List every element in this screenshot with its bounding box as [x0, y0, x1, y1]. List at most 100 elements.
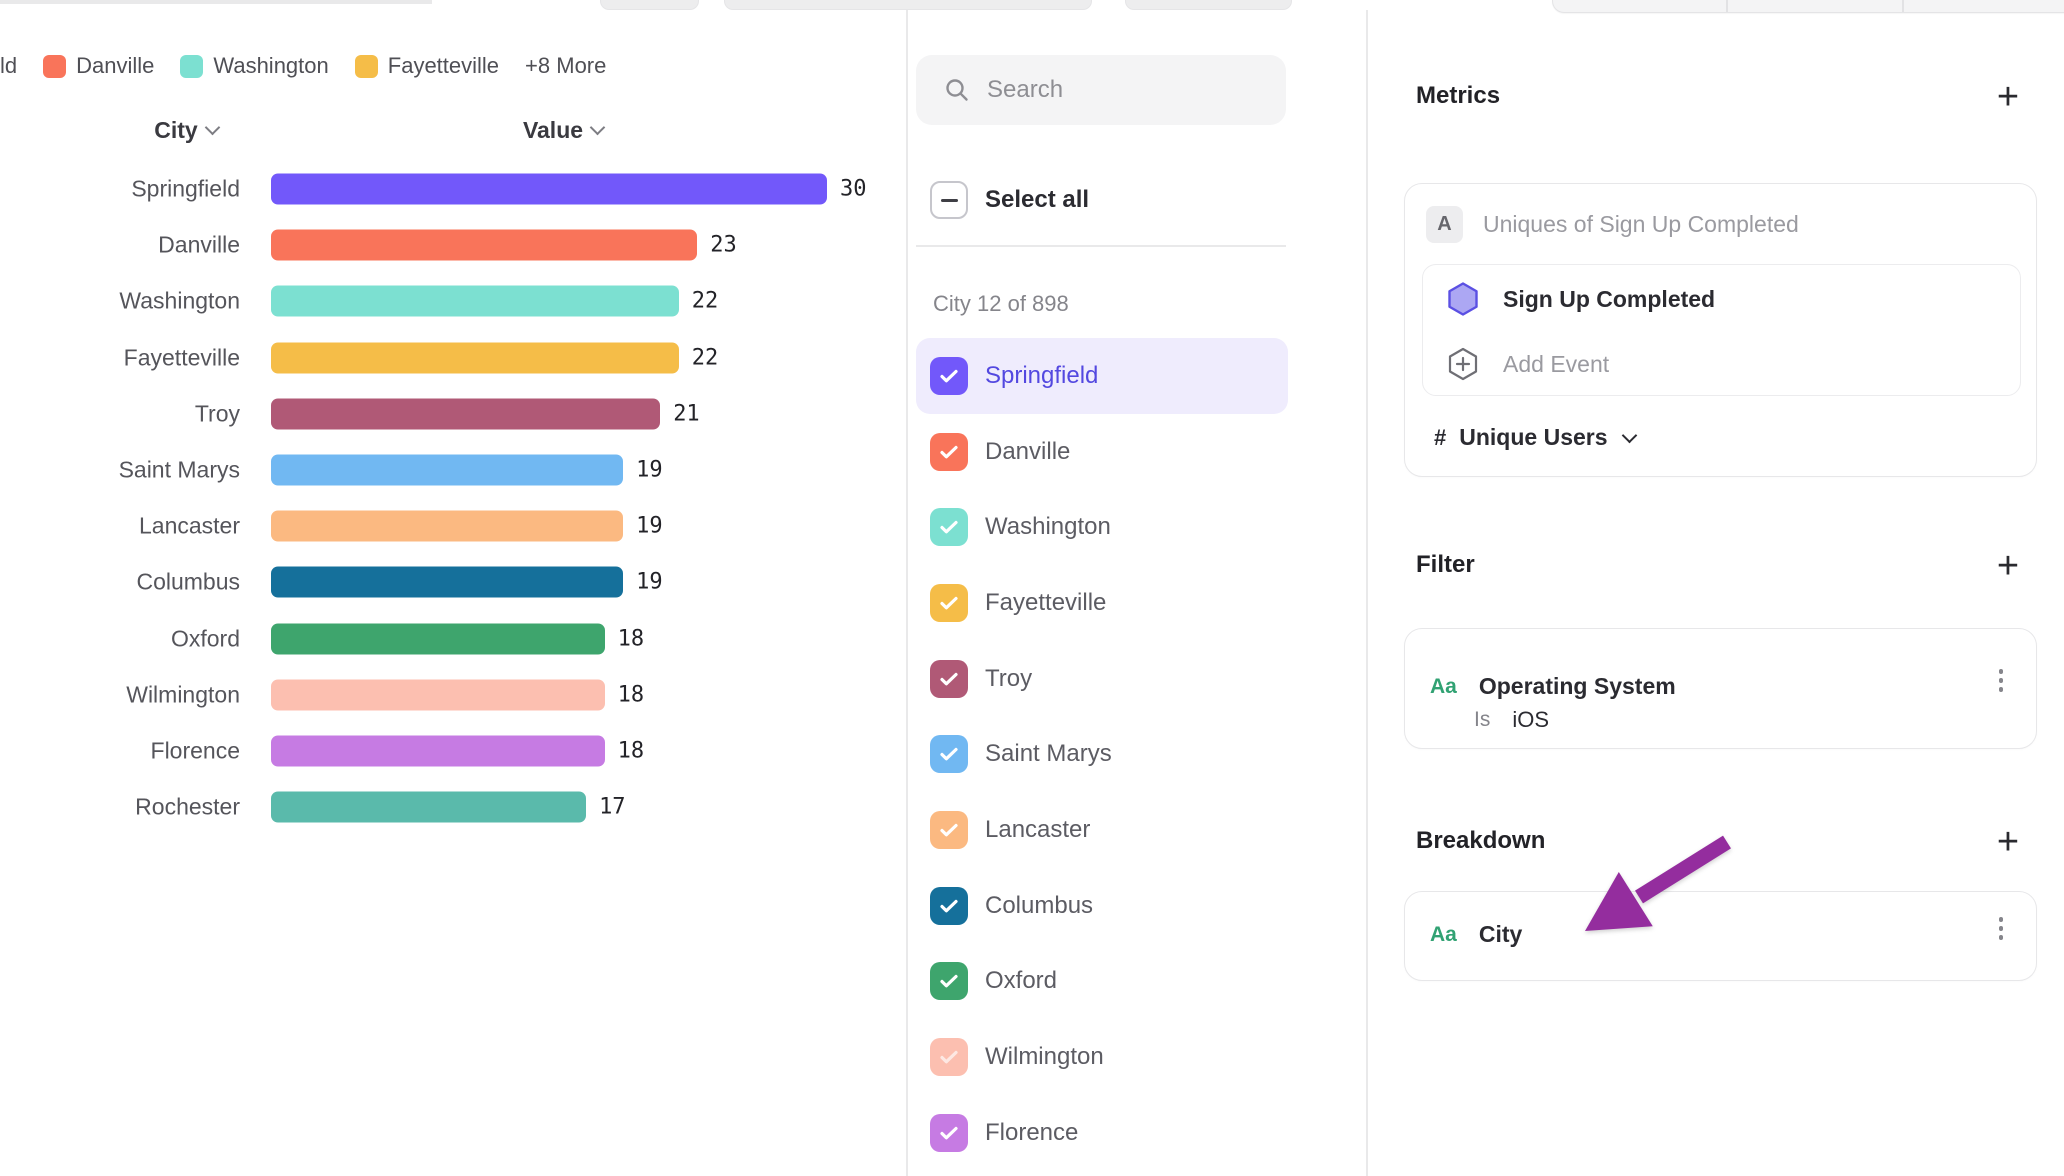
bar-category-label: Saint Marys [118, 456, 240, 483]
checkbox-checked[interactable] [930, 962, 968, 1001]
legend-item[interactable]: Danville [43, 53, 154, 79]
segment-divider [1726, 0, 1728, 12]
checkbox-checked[interactable] [930, 1113, 968, 1152]
bar-wilmington[interactable] [271, 679, 605, 711]
city-list-item-label: Saint Marys [985, 740, 1112, 768]
column-header-city[interactable]: City [111, 117, 261, 144]
measurement-dropdown[interactable]: # Unique Users [1434, 424, 1637, 451]
bar-saint-marys[interactable] [271, 454, 624, 486]
select-all-row[interactable]: Select all [916, 181, 1089, 219]
metric-series-row: A Uniques of Sign Up Completed [1426, 206, 1799, 243]
check-icon [940, 1050, 958, 1064]
breakdown-property-row[interactable]: Aa City [1430, 921, 1522, 948]
city-list-item-oxford[interactable]: Oxford [916, 944, 1288, 1020]
add-breakdown-button[interactable]: + [1996, 821, 2020, 863]
bar-chart-row: Lancaster 19 [0, 498, 906, 554]
filter-heading: Filter [1416, 551, 1475, 578]
segment-divider [1902, 0, 1904, 12]
bar-florence[interactable] [271, 735, 605, 767]
city-list-item-danville[interactable]: Danville [916, 414, 1288, 490]
bar-category-label: Springfield [131, 175, 240, 202]
checkbox-checked[interactable] [930, 583, 968, 622]
bar-springfield[interactable] [271, 173, 827, 205]
bar-troy[interactable] [271, 398, 661, 430]
filter-card[interactable]: Aa Operating System Is iOS [1404, 628, 2037, 749]
breakdown-menu-kebab-icon[interactable] [1988, 917, 2014, 940]
bar-category-label: Lancaster [138, 512, 240, 539]
checkbox-checked[interactable] [930, 659, 968, 698]
checkbox-checked[interactable] [930, 432, 968, 471]
city-list-item-florence[interactable]: Florence [916, 1095, 1288, 1171]
bar-category-label: Columbus [136, 568, 240, 595]
city-list-item-springfield[interactable]: Springfield [916, 338, 1288, 414]
bar-value-label: 30 [840, 176, 867, 202]
legend-item-clipped[interactable]: ld [0, 53, 17, 79]
filter-property-row[interactable]: Aa Operating System [1430, 673, 1676, 700]
bar-category-label: Fayetteville [123, 344, 240, 371]
add-event-label: Add Event [1503, 350, 1610, 377]
bar-value-label: 22 [691, 345, 719, 371]
bar-chart-row: Wilmington 18 [0, 667, 906, 723]
bar-category-label: Troy [194, 400, 240, 427]
legend-swatch [354, 54, 378, 78]
breakdown-heading: Breakdown [1416, 827, 1546, 854]
bar-danville[interactable] [271, 229, 698, 261]
add-event-row[interactable]: Add Event [1445, 346, 1609, 382]
legend-label: Washington [213, 53, 329, 78]
metric-card[interactable]: A Uniques of Sign Up Completed Sign Up C… [1404, 183, 2037, 477]
search-input[interactable]: Search [916, 55, 1286, 125]
bar-category-label: Danville [158, 231, 240, 258]
bar-columbus[interactable] [271, 566, 624, 598]
city-list-item-saint-marys[interactable]: Saint Marys [916, 716, 1288, 792]
add-metric-button[interactable]: + [1996, 76, 2020, 118]
series-letter-badge: A [1426, 206, 1463, 243]
bar-value-label: 23 [710, 232, 737, 258]
bar-chart: Springfield 30 Danville 23 Washington 22 Fayet… [0, 161, 906, 835]
legend-item[interactable]: Washington [180, 53, 329, 79]
city-list-item-wilmington[interactable]: Wilmington [916, 1019, 1288, 1095]
breakdown-card[interactable]: Aa City [1404, 891, 2037, 981]
check-icon [940, 748, 958, 761]
bar-fayetteville[interactable] [271, 342, 679, 374]
city-list-item-troy[interactable]: Troy [916, 641, 1288, 717]
bar-rochester[interactable] [271, 791, 587, 823]
clipped-segmented-control[interactable] [1552, 0, 2064, 13]
chevron-down-icon [1621, 427, 1637, 443]
city-list-item-label: Oxford [985, 967, 1058, 995]
city-list-item-fayetteville[interactable]: Fayetteville [916, 565, 1288, 641]
event-row[interactable]: Sign Up Completed [1445, 281, 1715, 317]
bar-chart-row: Oxford 18 [0, 611, 906, 667]
checkbox-checked[interactable] [930, 886, 968, 925]
select-all-checkbox-indeterminate[interactable] [930, 181, 968, 219]
city-list-item-label: Columbus [985, 891, 1094, 919]
bar-oxford[interactable] [271, 623, 605, 655]
bar-washington[interactable] [271, 285, 679, 317]
city-list-item-lancaster[interactable]: Lancaster [916, 792, 1288, 868]
metrics-heading: Metrics [1416, 82, 1501, 109]
legend-more-button[interactable]: +8 More [525, 53, 606, 79]
text-property-type-icon: Aa [1430, 922, 1457, 946]
checkbox-checked[interactable] [930, 810, 968, 849]
city-list-item-columbus[interactable]: Columbus [916, 868, 1288, 944]
checkbox-checked[interactable] [930, 356, 968, 395]
bar-category-label: Florence [150, 737, 240, 764]
city-list-item-label: Danville [985, 437, 1071, 465]
checkbox-checked[interactable] [930, 735, 968, 774]
filter-condition-row[interactable]: Is iOS [1474, 707, 1549, 733]
metric-summary-label: Uniques of Sign Up Completed [1483, 211, 1799, 237]
bar-lancaster[interactable] [271, 510, 624, 542]
bar-category-label: Oxford [170, 625, 240, 652]
filter-menu-kebab-icon[interactable] [1988, 669, 2014, 692]
checkbox-checked[interactable] [930, 508, 968, 547]
filter-operator: Is [1474, 708, 1491, 731]
city-list-item-washington[interactable]: Washington [916, 489, 1288, 565]
column-header-value[interactable]: Value [488, 117, 638, 144]
legend-item[interactable]: Fayetteville [354, 53, 499, 79]
chart-legend: ld Danville Washington Fayetteville +8 More [0, 52, 606, 80]
checkbox-checked[interactable] [930, 1038, 968, 1077]
add-filter-button[interactable]: + [1996, 545, 2020, 587]
column-header-city-label: City [154, 117, 198, 143]
legend-label: ld [0, 53, 18, 78]
bar-chart-row: Washington 22 [0, 273, 906, 329]
check-icon [940, 1126, 958, 1140]
